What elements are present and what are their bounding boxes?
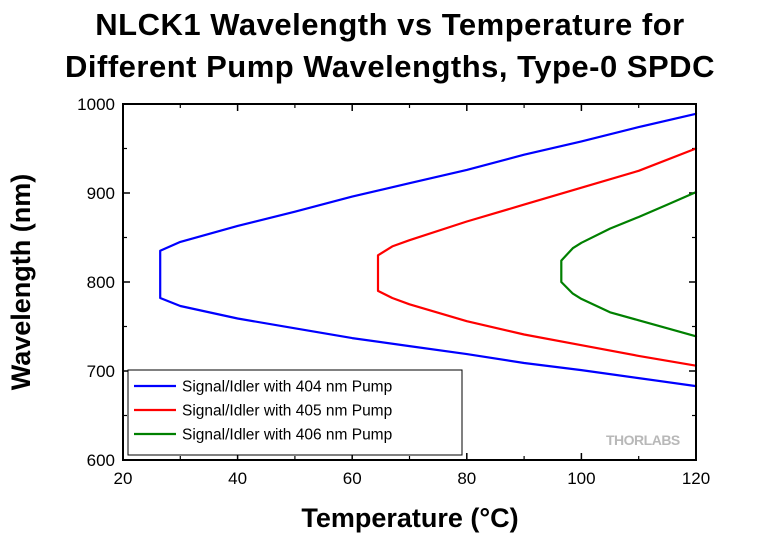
plot-frame: [122, 103, 697, 461]
y-tick-label: 1000: [77, 95, 115, 114]
legend-label-3: Signal/Idler with 406 nm Pump: [182, 427, 392, 444]
thorlabs-watermark: THORLABS: [606, 432, 680, 448]
x-tick-label: 80: [457, 469, 476, 488]
x-axis-title: Temperature (°C): [301, 503, 518, 533]
y-tick-label: 800: [87, 273, 115, 292]
y-tick-label: 900: [87, 184, 115, 203]
x-tick-label: 40: [228, 469, 247, 488]
legend-label-1: Signal/Idler with 404 nm Pump: [182, 379, 392, 396]
y-tick-label: 600: [87, 451, 115, 470]
x-tick-label: 20: [114, 469, 133, 488]
y-tick-label: 700: [87, 362, 115, 381]
series-line-2: [376, 147, 698, 367]
x-tick-label: 120: [682, 469, 710, 488]
legend: Signal/Idler with 404 nm Pump Signal/Idle…: [127, 369, 463, 456]
series-lines: [159, 112, 698, 388]
series-line-3: [560, 191, 698, 338]
series-line-1: [159, 112, 698, 388]
y-axis-title: Wavelength (nm): [6, 174, 36, 391]
legend-label-2: Signal/Idler with 405 nm Pump: [182, 403, 392, 420]
x-tick-label: 100: [567, 469, 595, 488]
chart-title-line-2: Different Pump Wavelengths, Type-0 SPDC: [65, 49, 715, 84]
x-tick-label: 60: [343, 469, 362, 488]
chart-title: NLCK1 Wavelength vs Temperature for Diff…: [0, 4, 780, 88]
chart-title-line-1: NLCK1 Wavelength vs Temperature for: [95, 7, 685, 42]
legend-box: [127, 369, 463, 456]
